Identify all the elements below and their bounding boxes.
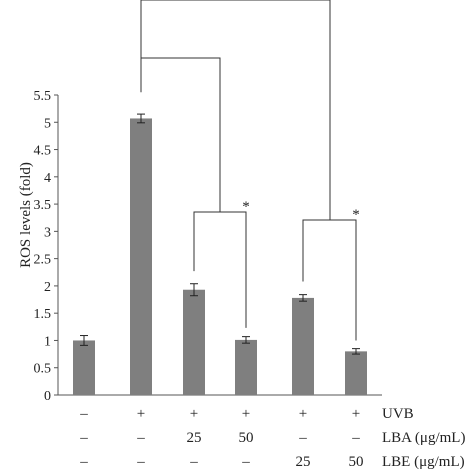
y-axis: 0 0.5 1 1.5 2 2.5 3 3.5 4 4.5 5 5.5 <box>34 89 382 404</box>
condition-cell: 25 <box>296 454 311 470</box>
condition-cell: – <box>241 454 250 470</box>
condition-cell: + <box>137 406 145 422</box>
condition-cell: – <box>351 430 360 446</box>
bar <box>292 297 314 395</box>
condition-cell: 50 <box>349 454 364 470</box>
y-tick-label: 4 <box>44 171 51 186</box>
bar <box>345 351 367 395</box>
significance-star-lba: * <box>242 199 250 215</box>
condition-cell: + <box>242 406 250 422</box>
bar <box>183 289 205 395</box>
y-tick-label: 5.5 <box>34 89 52 104</box>
condition-label: LBE (μg/mL) <box>382 454 465 470</box>
y-tick-label: 5 <box>44 116 51 131</box>
bracket-uvb-lbe <box>140 0 331 220</box>
error-bar <box>352 348 360 355</box>
error-bar <box>80 335 88 346</box>
bar <box>235 339 257 395</box>
condition-cell: – <box>79 406 88 422</box>
bar <box>130 118 152 396</box>
condition-label: LBA (μg/mL) <box>382 430 465 446</box>
y-tick-label: 1.5 <box>34 307 52 322</box>
y-tick-label: 2 <box>44 280 51 295</box>
bracket-uvb-lba <box>140 57 221 212</box>
y-axis-label: ROS levels (fold) <box>18 162 34 268</box>
condition-cell: 50 <box>239 430 254 446</box>
y-tick-label: 1 <box>44 334 51 349</box>
condition-cell: – <box>136 454 145 470</box>
condition-cell: + <box>352 406 360 422</box>
y-tick-label: 4.5 <box>34 144 52 159</box>
bars <box>73 113 367 396</box>
y-tick-label: 3.5 <box>34 198 52 213</box>
condition-label: UVB <box>382 406 414 422</box>
condition-cell: – <box>298 430 307 446</box>
condition-cell: – <box>79 430 88 446</box>
error-bar <box>190 283 198 297</box>
error-bar <box>242 336 250 344</box>
condition-cell: + <box>190 406 198 422</box>
y-tick-label: 0 <box>44 389 51 404</box>
y-tick-label: 2.5 <box>34 253 52 268</box>
condition-table: – + + + + + UVB – – 25 50 – – LBA (μg/mL) – – – – 25 50 LBE … <box>79 406 465 470</box>
condition-cell: – <box>136 430 145 446</box>
significance-brackets <box>140 0 357 341</box>
significance-star-lbe: * <box>352 207 360 223</box>
bar <box>73 340 95 395</box>
condition-cell: – <box>79 454 88 470</box>
condition-cell: – <box>189 454 198 470</box>
y-tick-label: 0.5 <box>34 362 52 377</box>
y-tick-label: 3 <box>44 225 51 240</box>
condition-cell: 25 <box>187 430 202 446</box>
error-bar <box>299 294 307 302</box>
condition-cell: + <box>299 406 307 422</box>
error-bar <box>137 113 145 124</box>
